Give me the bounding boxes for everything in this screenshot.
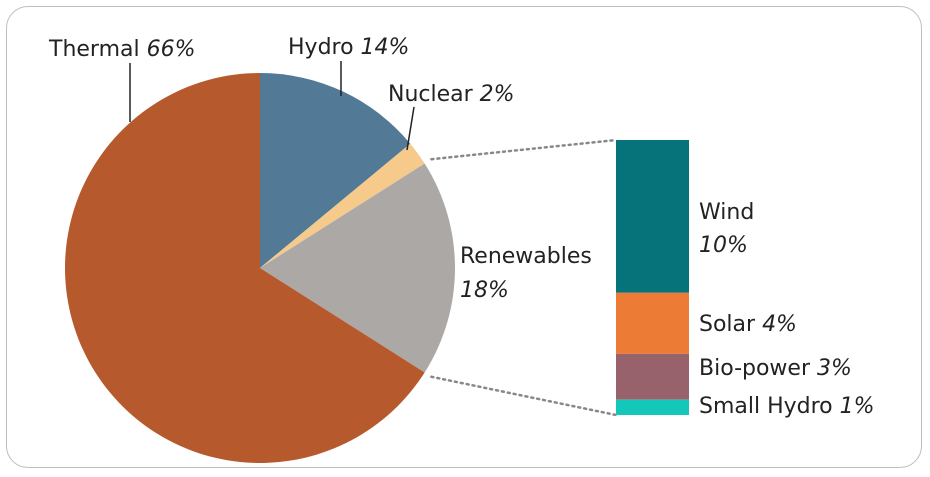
bar-segment-small-hydro bbox=[616, 399, 689, 415]
label-wind: Wind bbox=[699, 200, 754, 225]
stacked-bar bbox=[616, 140, 689, 415]
pie-chart bbox=[65, 73, 455, 464]
bar-segment-solar bbox=[616, 292, 689, 354]
label-thermal: Thermal 66% bbox=[48, 37, 196, 62]
chart-labels: Thermal 66% Hydro 14% Nuclear 2% Renewables… bbox=[48, 35, 875, 419]
pie-slice-renewables bbox=[260, 163, 455, 373]
connector-line-top bbox=[430, 138, 618, 161]
pie-slice-nuclear bbox=[260, 143, 425, 268]
pie-slice-thermal bbox=[65, 73, 425, 464]
bar-segment-bio-power bbox=[616, 353, 689, 400]
label-renewables: Renewables bbox=[460, 244, 592, 269]
connector-line-bottom bbox=[430, 375, 618, 417]
label-nuclear: Nuclear 2% bbox=[388, 82, 515, 107]
pie-slice-hydro bbox=[260, 73, 411, 268]
label-renewables-pct: 18% bbox=[460, 278, 509, 303]
leader-line-nuclear bbox=[406, 106, 415, 151]
label-wind-pct: 10% bbox=[699, 233, 748, 258]
label-hydro: Hydro 14% bbox=[288, 35, 409, 60]
connector-lines bbox=[430, 138, 618, 417]
label-small-hydro: Small Hydro 1% bbox=[699, 394, 875, 419]
label-bio-power: Bio-power 3% bbox=[699, 356, 852, 381]
bar-segment-wind bbox=[616, 140, 689, 293]
label-solar: Solar 4% bbox=[699, 312, 797, 337]
